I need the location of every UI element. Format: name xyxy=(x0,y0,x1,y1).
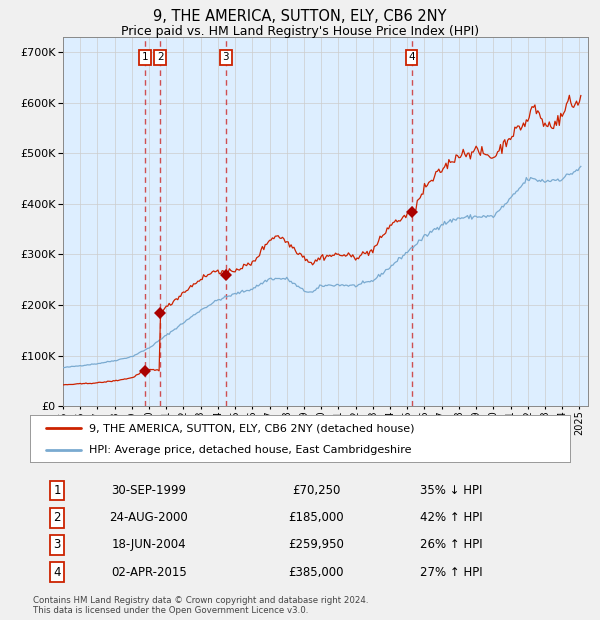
Text: 26% ↑ HPI: 26% ↑ HPI xyxy=(420,539,482,551)
Text: 18-JUN-2004: 18-JUN-2004 xyxy=(112,539,186,551)
Text: £259,950: £259,950 xyxy=(288,539,344,551)
Text: 3: 3 xyxy=(223,53,229,63)
Text: Price paid vs. HM Land Registry's House Price Index (HPI): Price paid vs. HM Land Registry's House … xyxy=(121,25,479,38)
Text: £70,250: £70,250 xyxy=(292,484,340,497)
Text: 2: 2 xyxy=(53,512,61,524)
Text: HPI: Average price, detached house, East Cambridgeshire: HPI: Average price, detached house, East… xyxy=(89,445,412,455)
Text: 02-APR-2015: 02-APR-2015 xyxy=(111,566,187,578)
Text: 4: 4 xyxy=(53,566,61,578)
Text: Contains HM Land Registry data © Crown copyright and database right 2024.: Contains HM Land Registry data © Crown c… xyxy=(33,596,368,606)
Text: 35% ↓ HPI: 35% ↓ HPI xyxy=(420,484,482,497)
Text: 4: 4 xyxy=(408,53,415,63)
Text: This data is licensed under the Open Government Licence v3.0.: This data is licensed under the Open Gov… xyxy=(33,606,308,616)
Text: 1: 1 xyxy=(53,484,61,497)
Text: 27% ↑ HPI: 27% ↑ HPI xyxy=(420,566,482,578)
Text: 30-SEP-1999: 30-SEP-1999 xyxy=(112,484,187,497)
Text: 24-AUG-2000: 24-AUG-2000 xyxy=(109,512,188,524)
Text: 2: 2 xyxy=(157,53,163,63)
Text: 42% ↑ HPI: 42% ↑ HPI xyxy=(420,512,482,524)
Text: 9, THE AMERICA, SUTTON, ELY, CB6 2NY (detached house): 9, THE AMERICA, SUTTON, ELY, CB6 2NY (de… xyxy=(89,423,415,433)
Text: 1: 1 xyxy=(142,53,148,63)
Text: £385,000: £385,000 xyxy=(289,566,344,578)
Text: £185,000: £185,000 xyxy=(289,512,344,524)
Text: 9, THE AMERICA, SUTTON, ELY, CB6 2NY: 9, THE AMERICA, SUTTON, ELY, CB6 2NY xyxy=(153,9,447,24)
Text: 3: 3 xyxy=(53,539,61,551)
